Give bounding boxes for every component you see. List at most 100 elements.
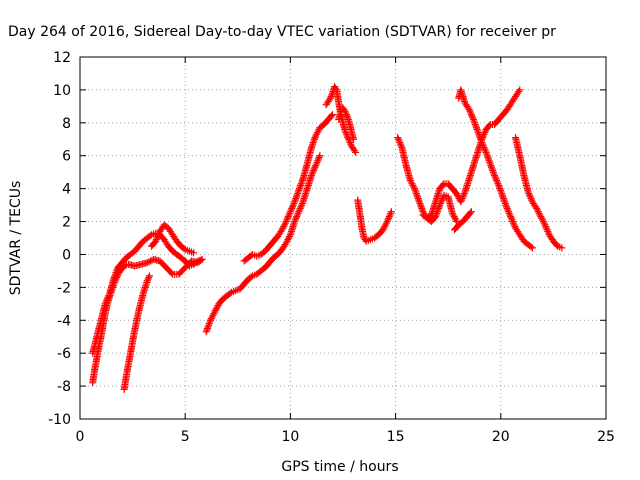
- data-point-fill: [412, 188, 420, 196]
- data-point-fill: [382, 221, 390, 229]
- y-tick-label: 6: [62, 149, 71, 165]
- data-point: [478, 139, 486, 147]
- data-point-fill: [505, 208, 513, 216]
- data-point-fill: [502, 201, 510, 209]
- data-point-fill: [146, 232, 154, 240]
- data-point-fill: [327, 92, 335, 100]
- data-point: [143, 259, 151, 267]
- data-point-fill: [458, 196, 466, 204]
- data-point-fill: [293, 191, 301, 199]
- data-point-fill: [481, 129, 489, 137]
- data-point-fill: [209, 311, 217, 319]
- data-point-fill: [314, 157, 322, 165]
- data-point-fill: [509, 218, 517, 226]
- data-point-fill: [525, 190, 533, 198]
- data-point-fill: [439, 181, 447, 189]
- data-point-fill: [474, 129, 482, 137]
- data-point: [558, 244, 566, 252]
- data-point: [524, 188, 532, 196]
- data-point-fill: [459, 193, 467, 201]
- data-point-fill: [313, 129, 321, 137]
- data-point-fill: [449, 211, 457, 219]
- data-point: [282, 239, 290, 247]
- data-point-fill: [467, 109, 475, 117]
- data-point-fill: [477, 135, 485, 143]
- data-point-fill: [144, 275, 152, 283]
- data-point-fill: [452, 216, 460, 224]
- data-point-fill: [496, 185, 504, 193]
- data-point: [507, 214, 515, 222]
- data-point-fill: [167, 269, 175, 277]
- data-point-fill: [496, 186, 504, 194]
- data-point: [457, 198, 465, 206]
- data-point-fill: [312, 160, 320, 168]
- data-point-fill: [498, 191, 506, 199]
- data-point-fill: [283, 216, 291, 224]
- data-point-fill: [279, 224, 287, 232]
- data-point-fill: [527, 195, 535, 203]
- data-point: [108, 287, 116, 295]
- data-point-fill: [281, 219, 289, 227]
- data-point-fill: [486, 158, 494, 166]
- data-point-fill: [480, 144, 488, 151]
- data-point-fill: [407, 178, 415, 186]
- data-point: [415, 196, 423, 204]
- data-point-fill: [479, 142, 487, 150]
- data-point-fill: [396, 139, 404, 147]
- data-point-fill: [507, 213, 515, 221]
- data-point-fill: [533, 206, 541, 214]
- data-point-fill: [515, 88, 523, 96]
- data-point: [448, 209, 456, 217]
- x-tick-labels: 0 5 10 15 20 25: [76, 429, 615, 445]
- y-tick-label: 10: [53, 83, 71, 99]
- data-point: [394, 134, 402, 142]
- data-point-fill: [385, 213, 393, 221]
- data-point-fill: [526, 193, 534, 201]
- data-point: [537, 213, 545, 221]
- data-point-fill: [226, 289, 234, 297]
- data-point: [286, 208, 294, 216]
- data-point-fill: [395, 137, 403, 145]
- data-point: [379, 226, 387, 234]
- data-point-fill: [342, 109, 350, 117]
- data-point: [474, 127, 482, 135]
- data-point-fill: [504, 206, 512, 214]
- data-point-fill: [489, 167, 497, 175]
- data-point-fill: [473, 125, 481, 133]
- data-point-fill: [180, 244, 188, 252]
- data-point: [503, 204, 511, 212]
- data-point: [307, 171, 315, 179]
- data-point-fill: [493, 178, 501, 186]
- data-point-fill: [451, 214, 459, 222]
- data-point-fill: [208, 313, 216, 321]
- data-point-fill: [409, 181, 417, 189]
- x-tick-label: 25: [597, 429, 615, 445]
- data-point: [152, 237, 160, 245]
- data-point-fill: [544, 227, 552, 235]
- data-point: [383, 218, 391, 226]
- data-point-fill: [488, 165, 496, 173]
- data-point-fill: [495, 183, 503, 191]
- data-point-fill: [285, 211, 293, 219]
- data-point-fill: [247, 273, 255, 281]
- data-point-fill: [297, 180, 305, 188]
- data-point-fill: [450, 213, 458, 221]
- data-point: [533, 204, 541, 212]
- data-point-fill: [489, 168, 497, 176]
- data-point-fill: [283, 237, 291, 245]
- data-point-fill: [469, 114, 477, 122]
- data-point-fill: [470, 117, 478, 125]
- data-point-fill: [289, 201, 297, 209]
- data-point-fill: [385, 214, 393, 222]
- data-point-fill: [500, 195, 508, 203]
- data-point-fill: [113, 272, 121, 280]
- data-point: [316, 152, 324, 160]
- data-point-fill: [280, 222, 288, 230]
- data-point-fill: [291, 196, 299, 204]
- data-point-fill: [295, 185, 303, 193]
- data-point: [341, 107, 349, 115]
- data-point-fill: [453, 191, 461, 199]
- data-point-fill: [286, 209, 294, 217]
- data-point-fill: [314, 155, 322, 163]
- data-point-fill: [294, 188, 302, 196]
